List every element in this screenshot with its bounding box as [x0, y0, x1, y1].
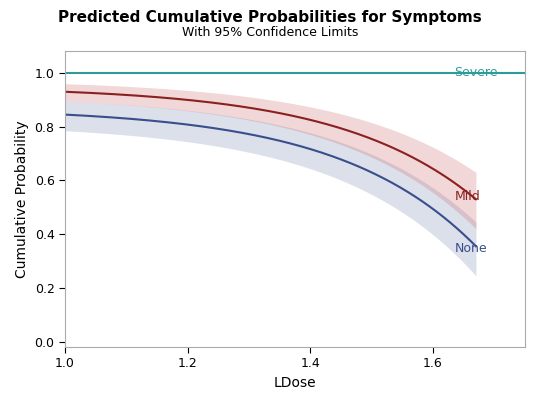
X-axis label: LDose: LDose — [274, 376, 316, 390]
Text: None: None — [455, 243, 487, 256]
Text: Mild: Mild — [455, 190, 480, 203]
Text: Predicted Cumulative Probabilities for Symptoms: Predicted Cumulative Probabilities for S… — [58, 10, 482, 25]
Text: With 95% Confidence Limits: With 95% Confidence Limits — [182, 26, 358, 39]
Y-axis label: Cumulative Probability: Cumulative Probability — [15, 120, 29, 278]
Text: Severe: Severe — [455, 66, 498, 79]
